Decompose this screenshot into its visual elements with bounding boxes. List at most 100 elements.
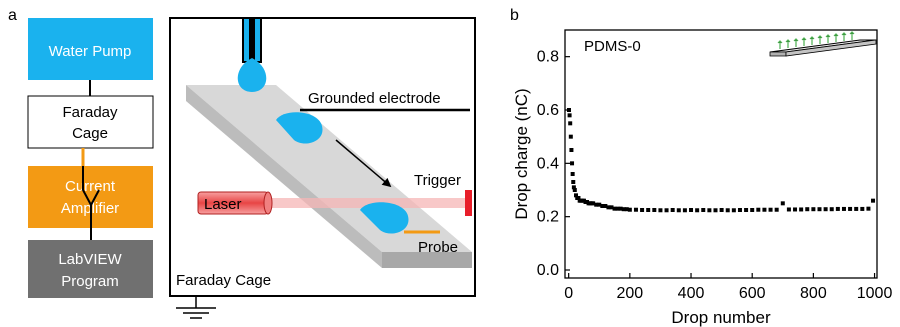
sliding-drop-upper <box>276 112 323 144</box>
data-point <box>866 206 871 211</box>
water-pump-box <box>28 18 153 80</box>
data-point <box>627 207 632 212</box>
data-point <box>701 208 706 212</box>
data-point <box>594 202 599 207</box>
y-tick-label: 0.0 <box>537 262 559 279</box>
x-axis-label: Drop number <box>671 308 771 327</box>
data-point <box>572 188 577 192</box>
panel-b-label: b <box>510 7 519 24</box>
data-point <box>621 207 626 212</box>
data-point <box>707 208 712 213</box>
x-tick-label: 600 <box>739 285 766 302</box>
water-pump-label: Water Pump <box>49 43 132 60</box>
plate-left-edge <box>186 85 382 268</box>
data-point <box>676 208 681 213</box>
data-point <box>695 208 700 213</box>
data-point <box>612 206 617 211</box>
data-points <box>566 108 876 213</box>
y-axis-ticks: 0.0 0.2 0.4 0.6 0.8 <box>537 49 570 279</box>
labview-line2: Program <box>61 273 119 290</box>
data-point <box>640 208 645 212</box>
x-tick-label: 800 <box>800 285 827 302</box>
trigger-label: Trigger <box>414 172 461 189</box>
drop-charge-chart: 0 200 400 600 800 1000 0.0 0.2 0.4 0.6 0.8 Drop n… <box>512 29 892 327</box>
data-point <box>570 161 575 166</box>
data-point <box>682 208 687 213</box>
data-point <box>615 206 620 211</box>
amplifier-wire <box>82 166 100 240</box>
data-point <box>823 207 828 212</box>
laser-label: Laser <box>204 196 242 213</box>
y-tick-label: 0.6 <box>537 102 559 119</box>
nozzle-wire <box>249 18 255 62</box>
data-point <box>603 204 608 208</box>
data-point <box>624 207 629 212</box>
data-point <box>569 148 574 152</box>
data-point <box>756 207 761 212</box>
data-point <box>652 208 657 212</box>
panel-b: b 0 200 400 600 800 1000 0.0 0.2 0.4 0.6 0.8 Drop… <box>510 7 892 327</box>
data-point <box>841 206 846 211</box>
current-amplifier-line1: Current <box>65 178 116 195</box>
y-axis-label: Drop charge (nC) <box>512 88 531 219</box>
data-point <box>567 113 572 118</box>
data-point <box>786 207 791 212</box>
x-tick-label: 200 <box>616 285 643 302</box>
data-point <box>829 207 834 212</box>
data-point <box>597 202 602 207</box>
faraday-cage-box-line1: Faraday <box>62 104 118 121</box>
laser-aperture <box>263 191 273 215</box>
data-point <box>793 207 798 212</box>
probe-label: Probe <box>418 239 458 256</box>
data-point <box>600 204 605 208</box>
labview-box <box>28 240 153 298</box>
data-point <box>568 121 573 126</box>
trigger-sensor <box>465 190 472 216</box>
data-point <box>731 208 736 213</box>
slide-direction-arrow <box>335 139 392 188</box>
x-axis-ticks: 0 200 400 600 800 1000 <box>564 273 892 302</box>
data-point <box>835 206 840 211</box>
data-point <box>670 208 675 212</box>
data-point <box>571 185 576 190</box>
data-point <box>854 206 859 211</box>
panel-a-label: a <box>8 7 17 24</box>
y-tick-label: 0.2 <box>537 209 559 226</box>
data-point <box>576 196 581 200</box>
x-tick-label: 400 <box>678 285 705 302</box>
data-point <box>774 207 779 212</box>
data-point <box>633 207 638 212</box>
x-tick-label: 1000 <box>857 285 893 302</box>
data-point <box>768 207 773 212</box>
faraday-cage-label: Faraday Cage <box>176 272 271 289</box>
data-point <box>860 206 865 211</box>
data-point <box>646 208 651 212</box>
data-point <box>744 208 749 212</box>
faraday-cage-box-line2: Cage <box>72 125 108 142</box>
data-point <box>762 207 767 212</box>
data-point <box>817 207 822 212</box>
data-point <box>574 193 579 198</box>
data-point <box>871 198 876 203</box>
faraday-cage-schematic: Grounded electrode Laser Trigger Probe F… <box>169 17 476 319</box>
grounded-electrode-label: Grounded electrode <box>308 90 441 107</box>
faraday-cage-box <box>27 95 154 149</box>
data-point <box>591 201 596 206</box>
data-point <box>566 108 571 112</box>
panel-a: a Water Pump Faraday Cage Current Amplif… <box>8 7 476 319</box>
laser-beam <box>268 198 468 208</box>
data-point <box>568 134 573 139</box>
data-point <box>805 207 810 212</box>
data-point <box>713 208 718 213</box>
data-point <box>689 208 694 212</box>
sliding-drop-lower <box>360 202 409 234</box>
plate-front-edge <box>382 252 472 268</box>
data-point <box>570 172 575 176</box>
pillar-array-inset-icon <box>769 31 877 57</box>
data-point <box>719 208 724 212</box>
data-point <box>750 208 755 212</box>
y-tick-label: 0.8 <box>537 49 559 66</box>
falling-drop <box>237 58 267 92</box>
sample-annotation: PDMS-0 <box>584 38 641 55</box>
data-point <box>664 208 669 213</box>
